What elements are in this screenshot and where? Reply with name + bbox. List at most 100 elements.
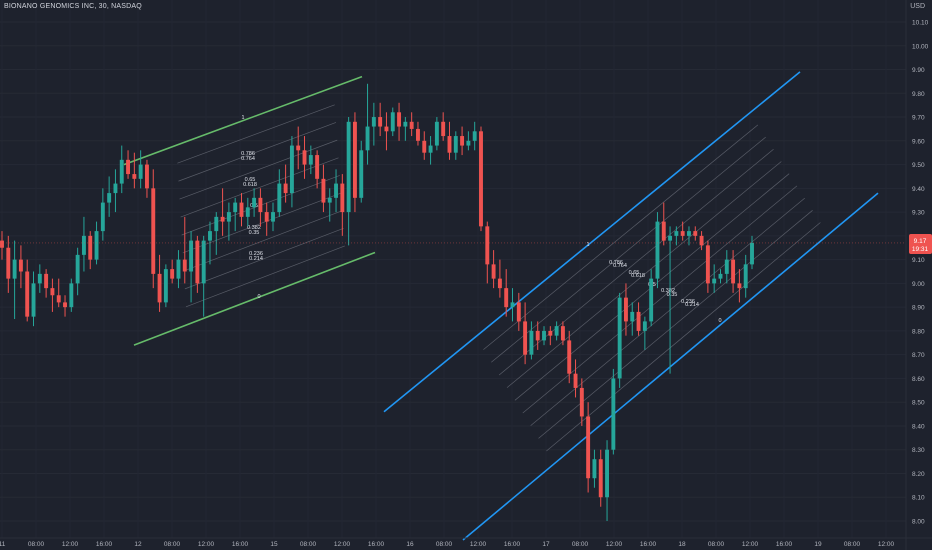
last-price-value: 9.17 [914,238,927,245]
x-tick-label: 12:00 [878,541,895,548]
fib-level-label: 0.786 [241,151,255,157]
last-price-badge: 9.17 19:31 [909,234,932,254]
fib-level-line [180,157,339,218]
candle-body [94,231,99,260]
candle-body [132,174,137,179]
price-axis[interactable]: 10.10 10.00 9.90 9.80 9.70 9.60 9.50 9.40 9.30 9.… [912,20,929,526]
candle-body [403,121,408,127]
x-tick-label: 12:00 [334,541,351,548]
candle-body [409,121,414,129]
candle-body [170,269,175,279]
candle-body [416,128,420,141]
candle-body [334,183,338,198]
candle-body [176,259,181,279]
candle-body [447,136,452,153]
x-tick-label: 11 [0,541,6,548]
time-axis[interactable]: 11 08:00 12:00 16:00 12 08:00 12:00 16:00 15 08:0… [0,541,895,548]
candle-body [277,183,282,213]
y-tick-label: 9.60 [912,138,925,145]
candle-body [302,150,307,165]
candle-body [359,150,364,198]
candle-body [523,321,528,355]
x-tick-label: 12 [134,541,142,548]
fib-level-label: 0.382 [661,288,675,294]
grid-lines [0,0,906,538]
fib-level-line [182,192,342,254]
candle-body [642,321,647,331]
x-tick-label: 08:00 [436,541,453,548]
candle-body [687,231,691,236]
candle-body [504,288,509,308]
fib-level-line [491,136,766,363]
candle-body [737,283,742,289]
candle-body [189,240,194,272]
fib-level-label: 0.618 [243,182,257,188]
candle-body [119,159,124,184]
x-tick-label: 17 [542,541,550,548]
fib-level-label: 0.236 [249,251,263,257]
fib-level-label: 1 [241,115,244,121]
x-tick-label: 19 [814,541,822,548]
candle-body [510,302,515,308]
candle-body [138,164,143,179]
channel-upper-line[interactable] [123,75,363,166]
fib-level-label: 0.35 [249,230,260,236]
fib-level-label: 0.786 [609,260,623,266]
fib-level-label: 0.764 [241,156,255,162]
y-tick-label: 8.40 [912,423,925,430]
y-tick-label: 9.50 [912,162,925,169]
fib-level-label: 0 [718,318,721,324]
candle-body [151,188,156,274]
candlestick-series [0,83,906,521]
candle-body [37,273,42,284]
symbol-title[interactable]: BIONANO GENOMICS INC, 30, NASDAQ [4,3,142,10]
y-tick-label: 9.30 [912,210,925,217]
candle-body [485,226,490,265]
y-tick-label: 8.90 [912,305,925,312]
candle-body [56,295,61,303]
candle-body [428,145,433,153]
fib-level-line [483,124,759,350]
x-tick-label: 08:00 [28,541,45,548]
channel-upper-line[interactable] [383,71,801,413]
candle-body [315,155,320,179]
candle-body [397,112,402,127]
y-tick-label: 8.30 [912,447,925,454]
candle-body [453,136,458,153]
fib-level-label: 0.214 [685,302,699,308]
candle-body [208,231,212,241]
y-tick-label: 9.80 [912,91,925,98]
x-tick-label: 08:00 [572,541,589,548]
y-tick-label: 9.00 [912,281,925,288]
candle-body [592,459,597,479]
x-tick-label: 16:00 [232,541,249,548]
candle-body [252,197,257,208]
candle-body [554,326,559,336]
fib-level-label: 0 [257,294,260,300]
candle-body [560,326,565,341]
candle-body [365,126,370,151]
candle-body [466,140,471,146]
candle-body [163,269,168,303]
y-tick-label: 8.10 [912,495,925,502]
y-tick-label: 10.10 [912,20,929,27]
candle-body [661,221,666,241]
channel-lower-line[interactable] [133,251,376,346]
candle-body [25,271,30,317]
candle-body [680,231,685,236]
candle-body [145,164,149,189]
x-tick-label: 12:00 [198,541,215,548]
candle-body [668,235,673,241]
candle-body [712,278,717,284]
x-tick-label: 15 [270,541,278,548]
candle-body [693,231,698,236]
candle-body [497,278,502,289]
fib-level-line [178,122,337,182]
y-tick-label: 10.00 [912,43,929,50]
last-price-badge-bg [909,234,932,254]
candle-body [81,235,86,255]
fib-level-label: 0.382 [247,225,261,231]
candle-body [44,273,49,289]
y-tick-label: 8.80 [912,328,925,335]
